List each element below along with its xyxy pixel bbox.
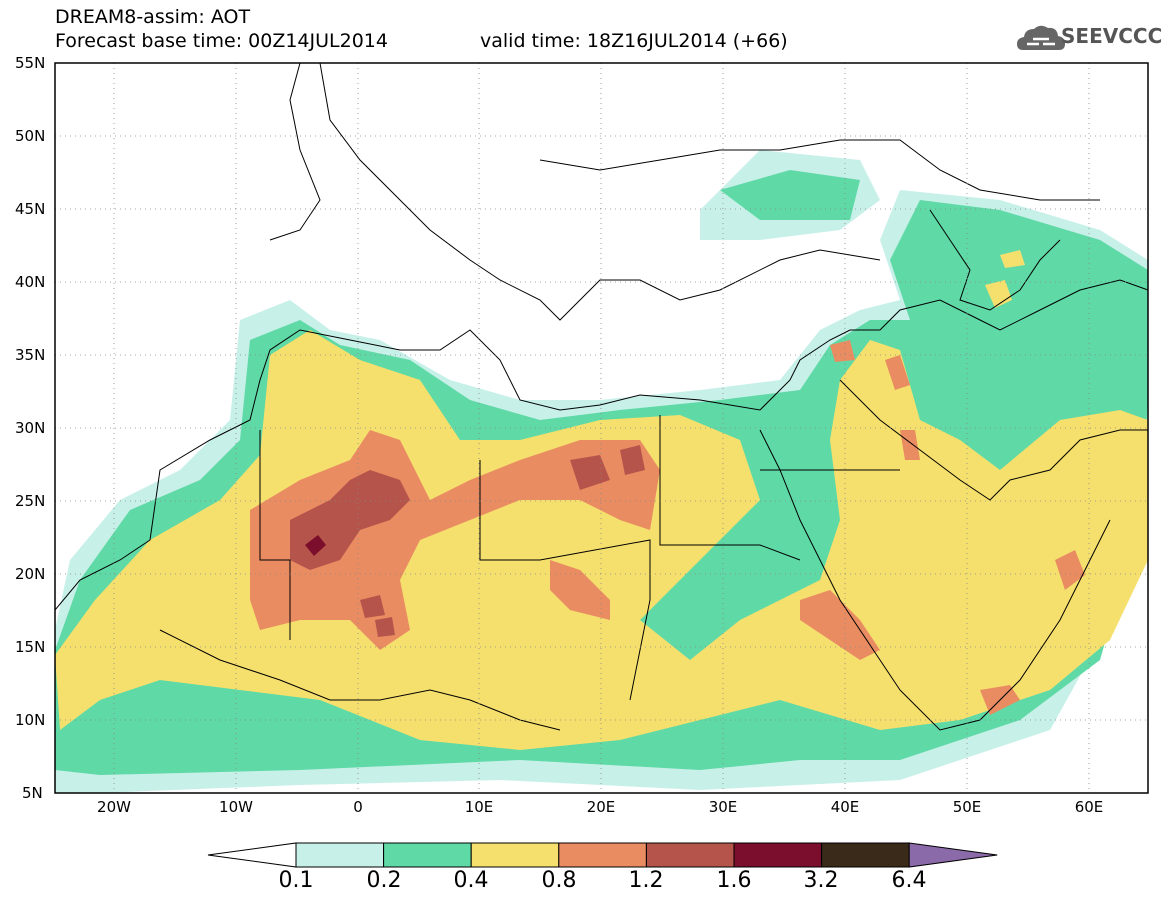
colorbar-cell <box>295 842 385 868</box>
logo-text: SEEVCCC <box>1061 24 1163 48</box>
aot-shading <box>55 150 1148 793</box>
map-frame <box>54 62 1149 794</box>
lat-label: 20N <box>15 565 45 583</box>
lat-label: 40N <box>15 273 45 291</box>
colorbar-cell <box>821 842 910 868</box>
lat-label: 10N <box>15 711 45 729</box>
lat-label: 55N <box>15 54 45 72</box>
lat-label: 30N <box>15 419 45 437</box>
lon-label: 20E <box>587 798 616 816</box>
lat-label: 15N <box>15 638 45 656</box>
colorbar-label: 0.1 <box>278 868 314 893</box>
colorbar-label: 1.2 <box>628 868 664 893</box>
lon-label: 10E <box>465 798 494 816</box>
colorbar-cell <box>645 842 735 868</box>
forecast-base-time: Forecast base time: 00Z14JUL2014 <box>55 30 388 52</box>
colorbar-cell <box>558 842 647 868</box>
colorbar-label: 0.2 <box>366 868 402 893</box>
lon-label: 50E <box>953 798 982 816</box>
colorbar-cell <box>470 842 560 868</box>
lat-label: 35N <box>15 346 45 364</box>
coastlines <box>55 63 1148 731</box>
lat-label: 50N <box>15 127 45 145</box>
lon-label: 30E <box>709 798 738 816</box>
colorbar <box>207 842 998 868</box>
lon-axis: 20W 10W 0 10E 20E 30E 40E 50E 60E <box>97 798 1103 816</box>
lat-label: 45N <box>15 200 45 218</box>
lat-axis: 55N 50N 45N 40N 35N 30N 25N 20N 15N 10N … <box>15 54 45 802</box>
colorbar-label: 0.4 <box>453 868 489 893</box>
colorbar-high-triangle <box>908 842 998 868</box>
colorbar-label: 1.6 <box>716 868 752 893</box>
lon-label: 40E <box>831 798 860 816</box>
lat-label: 5N <box>22 784 43 802</box>
map-title: DREAM8-assim: AOT <box>55 6 251 28</box>
lon-label: 60E <box>1075 798 1104 816</box>
colorbar-low-triangle <box>207 842 297 868</box>
valid-time: valid time: 18Z16JUL2014 (+66) <box>480 30 788 52</box>
lon-label: 20W <box>97 798 131 816</box>
lat-label: 25N <box>15 492 45 510</box>
lon-label: 10W <box>219 798 253 816</box>
graticule <box>55 63 1148 793</box>
cloud-icon <box>1017 25 1065 50</box>
colorbar-label: 0.8 <box>541 868 577 893</box>
colorbar-label: 3.2 <box>803 868 839 893</box>
lon-label: 0 <box>353 798 363 816</box>
colorbar-cell <box>733 842 823 868</box>
colorbar-cell <box>383 842 472 868</box>
colorbar-label: 6.4 <box>891 868 927 893</box>
